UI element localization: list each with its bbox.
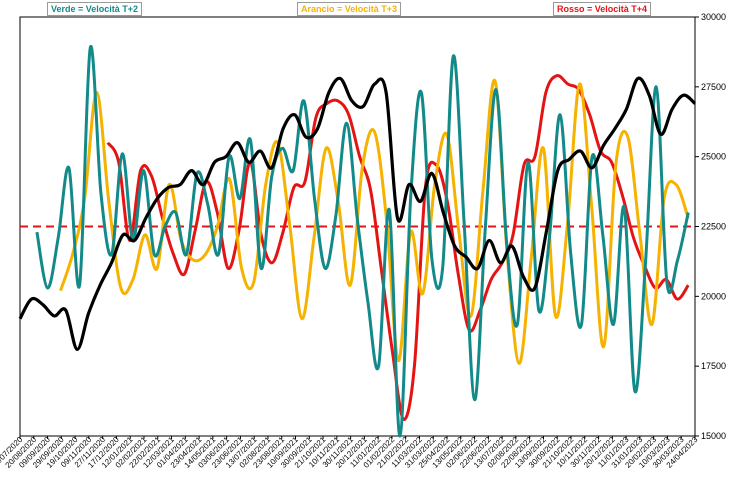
y-axis: 15000 17500 20000 22500 25000 27500 30000 — [695, 12, 726, 441]
series-line-green — [35, 45, 690, 438]
legend-orange: Arancio = Velocità T+3 — [297, 2, 402, 16]
y-tick-label: 22500 — [701, 222, 726, 232]
series-line-black — [18, 76, 697, 352]
series-line-orange — [59, 78, 690, 365]
y-tick-label: 20000 — [701, 291, 726, 301]
x-axis: 31/07/202020/08/202009/09/202029/09/2020… — [0, 435, 700, 470]
legend-red: Rosso = Velocità T+4 — [553, 2, 652, 16]
legend-green: Verde = Velocità T+2 — [47, 2, 143, 16]
y-tick-label: 25000 — [701, 152, 726, 162]
y-tick-label: 27500 — [701, 82, 726, 92]
series-lines — [18, 45, 697, 438]
y-tick-label: 15000 — [701, 431, 726, 441]
y-tick-label: 30000 — [701, 12, 726, 22]
y-tick-label: 17500 — [701, 361, 726, 371]
